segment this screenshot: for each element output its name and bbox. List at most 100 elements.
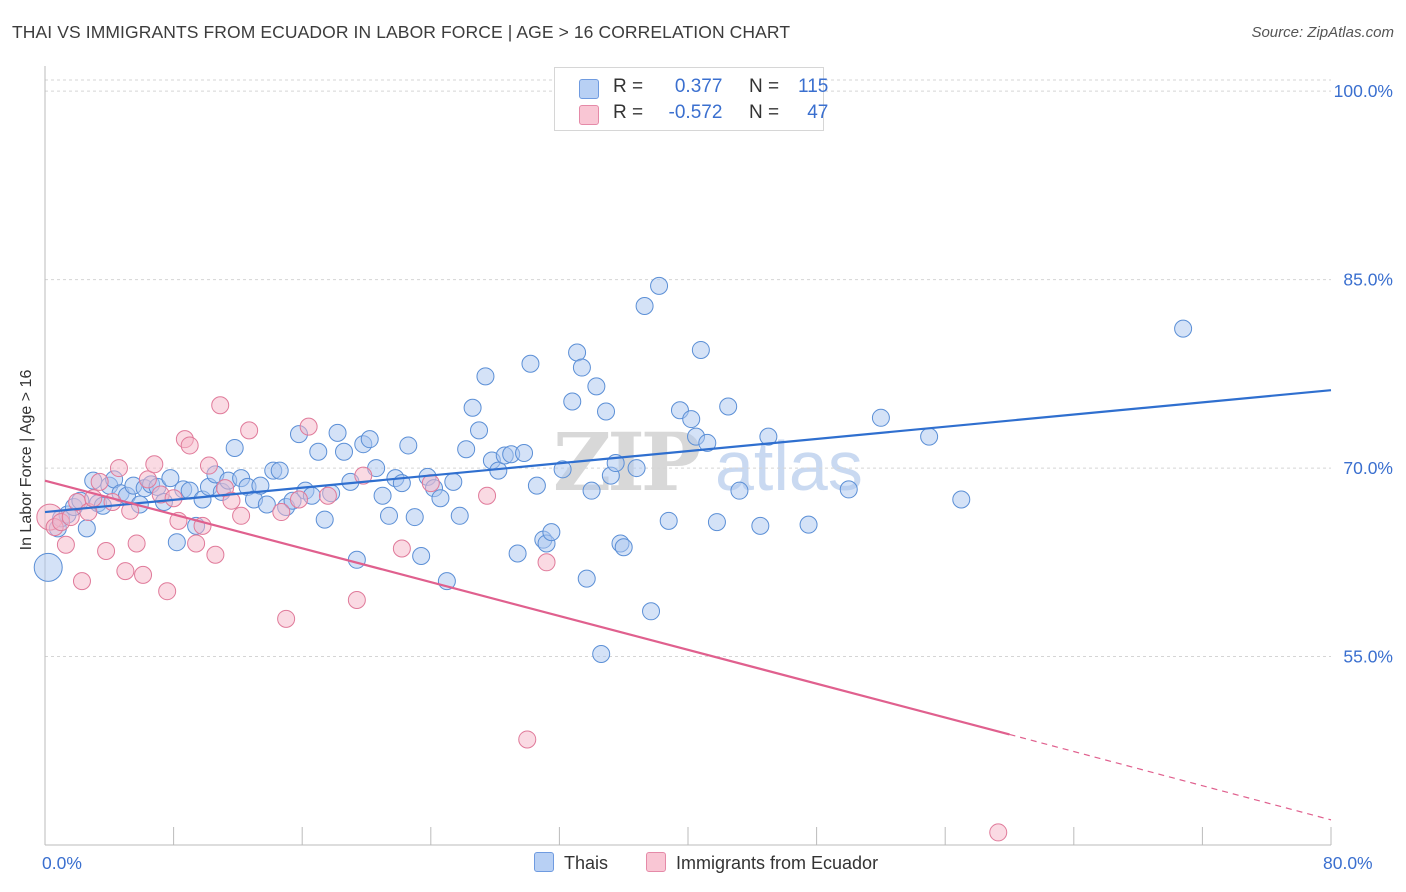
point-thais <box>719 397 738 416</box>
point-thais <box>650 276 669 295</box>
point-thais <box>412 547 431 566</box>
point-ecuador <box>478 486 497 505</box>
point-ecuador <box>240 421 259 440</box>
legend-swatch-thais <box>579 79 599 99</box>
bottom-legend-label-thais: Thais <box>564 853 609 873</box>
point-ecuador <box>392 539 411 558</box>
point-thais <box>582 481 601 500</box>
point-ecuador <box>211 396 230 415</box>
point-thais <box>920 427 939 446</box>
point-thais <box>553 460 572 479</box>
x-tick-label-min: 0.0% <box>42 853 82 873</box>
point-thais <box>360 430 379 449</box>
point-thais <box>568 343 587 362</box>
point-thais <box>251 476 270 495</box>
trendline-thais <box>44 389 1332 514</box>
legend-r-label: R = <box>613 102 644 123</box>
point-thais <box>463 398 482 417</box>
chart-title: THAI VS IMMIGRANTS FROM ECUADOR IN LABOR… <box>12 22 791 42</box>
point-ecuador <box>116 562 135 581</box>
point-thais <box>642 602 661 621</box>
legend-n-label: N = <box>748 76 780 97</box>
point-thais <box>799 515 818 534</box>
point-thais <box>952 490 971 509</box>
point-ecuador <box>127 534 146 553</box>
point-thais <box>521 354 540 373</box>
point-thais <box>1174 319 1193 338</box>
bottom-legend-swatch-thais <box>534 852 554 872</box>
point-thais <box>592 645 611 664</box>
point-thais <box>759 427 778 446</box>
point-thais <box>871 408 890 427</box>
point-ecuador <box>134 565 153 584</box>
point-ecuador <box>187 534 206 553</box>
point-ecuador <box>97 541 116 560</box>
point-thais <box>614 538 633 557</box>
point-thais <box>730 481 749 500</box>
point-ecuador <box>90 472 109 491</box>
point-thais <box>380 506 399 525</box>
legend-r-label: R = <box>613 76 644 97</box>
point-thais <box>161 469 180 488</box>
point-thais <box>508 544 527 563</box>
legend-n-label: N = <box>748 102 780 123</box>
point-ecuador <box>299 417 318 436</box>
point-ecuador <box>206 545 225 564</box>
point-ecuador <box>537 553 556 572</box>
point-ecuador <box>989 823 1008 842</box>
point-thais <box>77 519 96 538</box>
point-thais <box>527 476 546 495</box>
point-thais <box>270 461 289 480</box>
point-thais <box>399 436 418 455</box>
y-tick-label: 55.0% <box>1343 647 1393 667</box>
point-thais <box>707 513 726 532</box>
trendline-ecuador-extension <box>1009 733 1332 821</box>
point-thais <box>542 523 561 542</box>
point-thais <box>751 516 770 535</box>
point-thais <box>659 511 678 530</box>
x-tick-label-max: 80.0% <box>1323 853 1373 873</box>
point-ecuador <box>199 456 218 475</box>
legend-r-value-thais: 0.377 <box>674 76 723 97</box>
point-ecuador <box>158 582 177 601</box>
y-tick-label: 100.0% <box>1334 81 1393 101</box>
point-thais <box>839 480 858 499</box>
point-ecuador <box>289 490 308 509</box>
point-thais <box>691 340 710 359</box>
point-thais <box>405 508 424 527</box>
point-thais <box>450 506 469 525</box>
point-thais <box>587 377 606 396</box>
point-thais <box>33 552 63 582</box>
legend-r-value-ecuador: -0.572 <box>668 102 723 123</box>
point-thais <box>334 442 353 461</box>
point-thais <box>225 438 244 457</box>
point-ecuador <box>222 491 241 510</box>
point-thais <box>257 495 276 514</box>
point-thais <box>315 510 334 529</box>
point-ecuador <box>354 466 373 485</box>
point-thais <box>563 392 582 411</box>
point-ecuador <box>421 474 440 493</box>
point-thais <box>635 296 654 315</box>
point-thais <box>476 367 495 386</box>
y-axis-title: In Labor Force | Age > 16 <box>18 369 35 551</box>
point-ecuador <box>180 436 199 455</box>
point-thais <box>682 410 701 429</box>
legend-n-value-thais: 115 <box>798 76 829 97</box>
point-thais <box>328 423 347 442</box>
bottom-legend-label-ecuador: Immigrants from Ecuador <box>676 853 879 873</box>
point-thais <box>457 440 476 459</box>
point-ecuador <box>232 506 251 525</box>
legend-swatch-ecuador <box>579 105 599 125</box>
point-ecuador <box>272 503 291 522</box>
point-thais <box>572 358 591 377</box>
point-thais <box>627 459 646 478</box>
y-tick-label: 70.0% <box>1343 458 1393 478</box>
point-ecuador <box>138 470 157 489</box>
point-ecuador <box>109 459 128 478</box>
point-thais <box>577 569 596 588</box>
point-ecuador <box>318 486 337 505</box>
point-ecuador <box>72 572 91 591</box>
trendline-ecuador <box>44 479 1010 736</box>
